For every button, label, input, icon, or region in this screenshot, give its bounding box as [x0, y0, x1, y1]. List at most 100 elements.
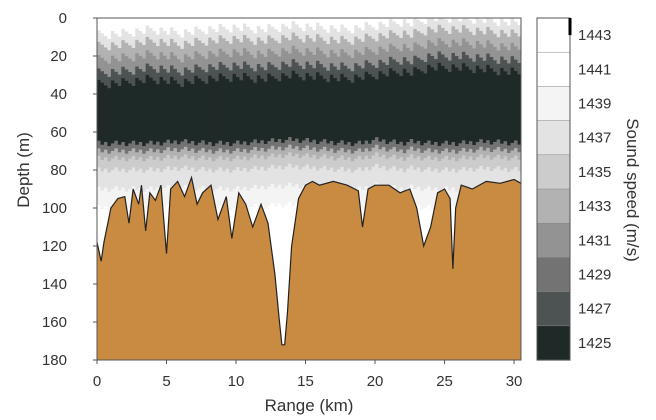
sound-speed-cell: [132, 148, 136, 156]
sound-speed-cell: [472, 160, 476, 172]
sound-speed-cell: [233, 170, 237, 189]
sound-speed-cell: [246, 65, 250, 77]
sound-speed-cell: [239, 18, 243, 31]
sound-speed-cell: [319, 157, 323, 169]
sound-speed-cell: [462, 156, 466, 168]
sound-speed-cell: [427, 53, 431, 65]
sound-speed-cell: [420, 33, 424, 47]
sound-speed-cell: [382, 18, 386, 25]
sound-speed-cell: [333, 78, 337, 146]
sound-speed-cell: [250, 55, 254, 69]
sound-speed-cell: [167, 73, 171, 85]
sound-speed-cell: [146, 50, 150, 64]
sound-speed-cell: [372, 77, 376, 141]
sound-speed-cell: [299, 77, 303, 143]
sound-speed-cell: [243, 48, 247, 62]
sound-speed-cell: [135, 160, 139, 172]
sound-speed-cell: [507, 75, 511, 146]
sound-speed-cell: [413, 56, 417, 68]
sound-speed-cell: [219, 186, 223, 205]
sound-speed-cell: [403, 69, 407, 146]
sound-speed-cell: [316, 61, 320, 73]
sound-speed-cell: [205, 84, 209, 145]
sound-speed-cell: [153, 81, 157, 145]
sound-speed-cell: [434, 21, 438, 33]
sound-speed-cell: [490, 160, 494, 172]
sound-speed-cell: [445, 148, 449, 156]
sound-speed-cell: [219, 18, 223, 24]
sound-speed-cell: [100, 18, 104, 34]
sound-speed-cell: [250, 79, 254, 142]
sound-speed-cell: [438, 146, 442, 154]
sound-speed-cell: [229, 154, 233, 162]
sound-speed-cell: [333, 18, 337, 29]
sound-speed-cell: [170, 151, 174, 159]
sound-speed-cell: [340, 36, 344, 50]
sound-speed-cell: [104, 85, 108, 142]
sound-speed-cell: [382, 139, 386, 147]
sound-speed-cell: [392, 166, 396, 185]
sound-speed-cell: [375, 79, 379, 137]
sound-speed-cell: [462, 63, 466, 140]
sound-speed-cell: [458, 71, 462, 144]
sound-speed-cell: [483, 61, 487, 73]
sound-speed-cell: [354, 18, 358, 25]
sound-speed-cell: [142, 72, 146, 84]
sound-speed-cell: [389, 68, 393, 142]
sound-speed-cell: [281, 48, 285, 62]
sound-speed-cell: [180, 157, 184, 169]
sound-speed-cell: [396, 62, 400, 74]
sound-speed-cell: [385, 18, 389, 27]
sound-speed-cell: [288, 137, 292, 145]
sound-speed-cell: [142, 34, 146, 46]
sound-speed-cell: [160, 145, 164, 153]
sound-speed-cell: [153, 171, 157, 190]
sound-speed-cell: [462, 18, 466, 26]
sound-speed-cell: [330, 156, 334, 168]
sound-speed-cell: [358, 141, 362, 149]
sound-speed-cell: [361, 159, 365, 171]
sound-speed-cell: [100, 33, 104, 45]
sound-speed-cell: [271, 165, 275, 184]
sound-speed-cell: [212, 40, 216, 54]
sound-speed-cell: [379, 47, 383, 61]
sound-speed-cell: [340, 148, 344, 156]
sound-speed-cell: [292, 187, 296, 206]
sound-speed-cell: [299, 18, 303, 28]
sound-speed-cell: [514, 46, 518, 60]
sound-speed-cell: [354, 63, 358, 75]
sound-speed-cell: [100, 45, 104, 59]
sound-speed-cell: [323, 79, 327, 140]
sound-speed-cell: [142, 173, 146, 192]
sound-speed-cell: [128, 159, 132, 171]
sound-speed-cell: [198, 18, 202, 29]
sound-speed-cell: [427, 141, 431, 149]
sound-speed-cell: [472, 24, 476, 36]
sound-speed-cell: [375, 30, 379, 42]
sound-speed-cell: [274, 67, 278, 79]
sound-speed-cell: [281, 73, 285, 143]
sound-speed-cell: [201, 140, 205, 148]
sound-speed-cell: [497, 140, 501, 148]
sound-speed-cell: [173, 18, 177, 31]
sound-speed-cell: [434, 157, 438, 169]
sound-speed-cell: [163, 69, 167, 81]
sound-speed-cell: [156, 73, 160, 85]
sound-speed-cell: [100, 171, 104, 190]
sound-speed-cell: [107, 50, 111, 64]
sound-speed-cell: [156, 149, 160, 157]
sound-speed-cell: [201, 70, 205, 82]
sound-speed-cell: [257, 26, 261, 38]
sound-speed-cell: [229, 18, 233, 33]
sound-speed-cell: [406, 35, 410, 49]
sound-speed-cell: [441, 28, 445, 42]
sound-speed-cell: [260, 18, 264, 30]
sound-speed-cell: [180, 49, 184, 63]
sound-speed-cell: [208, 76, 212, 143]
sound-speed-cell: [250, 169, 254, 188]
sound-speed-cell: [114, 34, 118, 46]
sound-speed-cell: [347, 80, 351, 142]
sound-speed-cell: [111, 143, 115, 151]
sound-speed-cell: [382, 49, 386, 63]
sound-speed-cell: [434, 169, 438, 188]
